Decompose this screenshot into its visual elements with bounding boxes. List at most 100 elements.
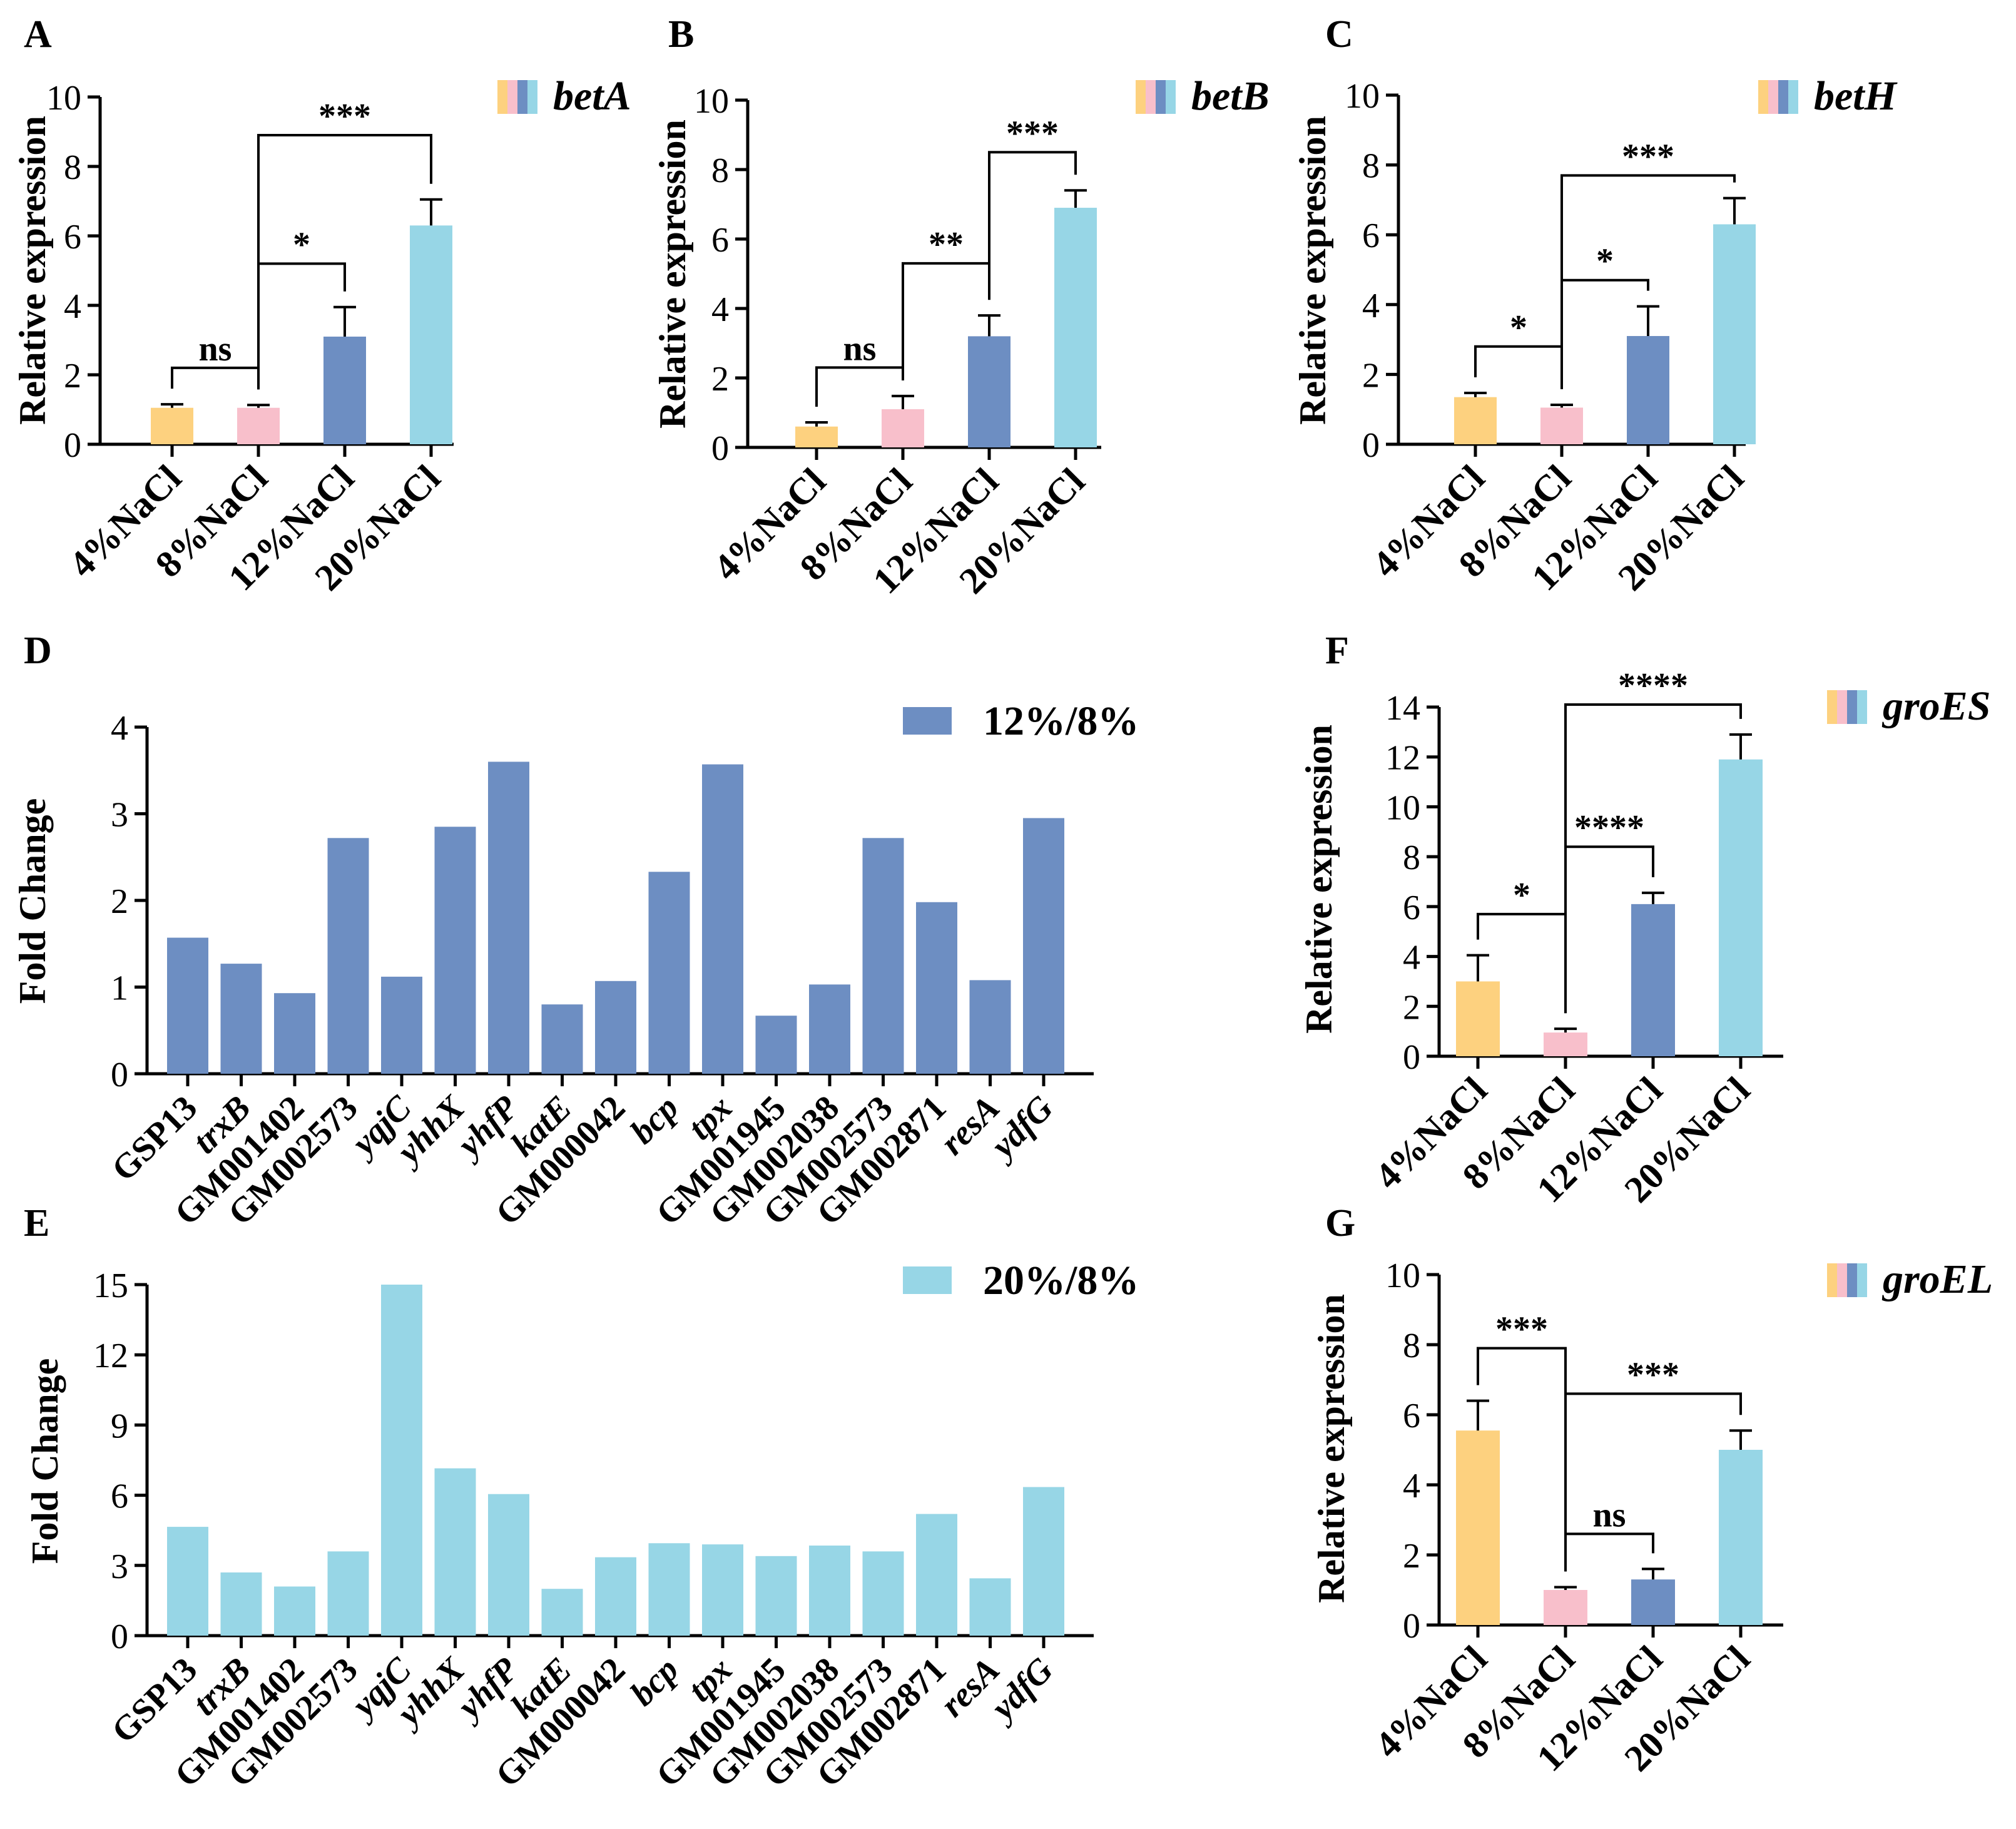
legend-swatch bbox=[517, 80, 527, 114]
y-tick-label: 0 bbox=[1362, 426, 1380, 465]
panel-label: E bbox=[24, 1202, 49, 1245]
bar bbox=[1719, 759, 1763, 1056]
legend-swatch bbox=[1136, 80, 1146, 114]
legend: betA bbox=[497, 73, 631, 119]
significance-label: *** bbox=[1495, 1310, 1548, 1349]
y-tick-label: 6 bbox=[111, 1477, 128, 1516]
y-tick-label: 0 bbox=[64, 426, 81, 465]
y-axis-label: Fold Change bbox=[12, 798, 53, 1004]
significance-label: *** bbox=[318, 97, 371, 136]
bar bbox=[809, 1546, 850, 1636]
bar bbox=[969, 1578, 1011, 1636]
significance-bracket bbox=[1564, 1532, 1654, 1572]
bar bbox=[1023, 1487, 1064, 1636]
y-tick-label: 6 bbox=[64, 218, 81, 257]
y-tick-label: 8 bbox=[1403, 838, 1420, 877]
y-tick-label: 2 bbox=[1403, 988, 1420, 1027]
y-tick-label: 8 bbox=[1362, 147, 1380, 186]
significance-bracket bbox=[171, 366, 260, 390]
bar bbox=[1540, 407, 1583, 444]
bar bbox=[1713, 224, 1756, 444]
significance-label: * bbox=[1510, 308, 1527, 347]
bar bbox=[702, 764, 743, 1074]
y-tick-label: 10 bbox=[1385, 788, 1420, 827]
bar bbox=[755, 1556, 797, 1636]
y-tick-label: 10 bbox=[1345, 77, 1380, 116]
y-tick-label: 2 bbox=[1403, 1537, 1420, 1576]
significance-bracket bbox=[257, 134, 432, 390]
legend-swatch bbox=[1778, 80, 1788, 114]
bar bbox=[323, 336, 366, 444]
bar bbox=[434, 827, 476, 1074]
bar bbox=[220, 1572, 262, 1636]
bar bbox=[1456, 1430, 1500, 1625]
bar bbox=[1631, 904, 1675, 1056]
y-tick-label: 4 bbox=[1362, 287, 1380, 325]
bar bbox=[755, 1016, 797, 1074]
y-tick-label: 6 bbox=[1362, 217, 1380, 255]
y-axis-label: Relative expression bbox=[1298, 725, 1340, 1034]
significance-label: *** bbox=[1627, 1355, 1679, 1394]
significance-label: * bbox=[293, 225, 310, 264]
bar bbox=[916, 902, 957, 1074]
y-tick-label: 2 bbox=[1362, 356, 1380, 395]
significance-label: *** bbox=[1006, 114, 1059, 153]
bar bbox=[862, 1551, 904, 1636]
legend-swatch bbox=[1768, 80, 1778, 114]
significance-bracket bbox=[988, 151, 1077, 300]
significance-bracket bbox=[815, 366, 904, 407]
y-axis-label: Relative expression bbox=[12, 116, 53, 425]
bar bbox=[381, 976, 422, 1074]
bar bbox=[916, 1514, 957, 1636]
bar bbox=[1456, 981, 1500, 1056]
panel-label: A bbox=[24, 13, 52, 56]
legend-swatch bbox=[903, 1266, 952, 1294]
panel-label: G bbox=[1325, 1202, 1355, 1245]
legend: groEL bbox=[1827, 1256, 1993, 1302]
significance-label: **** bbox=[1574, 808, 1644, 847]
y-tick-label: 9 bbox=[111, 1407, 128, 1445]
y-tick-label: 1 bbox=[111, 969, 128, 1008]
legend-label: betB bbox=[1191, 73, 1270, 119]
y-tick-label: 8 bbox=[1403, 1327, 1420, 1365]
bar bbox=[1454, 397, 1497, 444]
bar bbox=[541, 1589, 583, 1636]
y-tick-label: 4 bbox=[1403, 939, 1420, 977]
legend-swatch bbox=[1837, 690, 1847, 724]
legend-swatch bbox=[1857, 690, 1867, 724]
legend: betH bbox=[1758, 73, 1898, 119]
bar bbox=[274, 1586, 315, 1636]
x-tick-label: bcp bbox=[623, 1088, 686, 1151]
panel-label: D bbox=[24, 629, 52, 672]
bar bbox=[702, 1544, 743, 1636]
x-tick-label: ydfG bbox=[981, 1088, 1061, 1168]
legend-swatch bbox=[1156, 80, 1166, 114]
legend: 12%/8% bbox=[903, 698, 1139, 744]
y-tick-label: 6 bbox=[711, 221, 729, 260]
bar bbox=[1544, 1590, 1587, 1625]
bar bbox=[968, 336, 1011, 447]
legend-swatch bbox=[1827, 1263, 1837, 1297]
y-tick-label: 4 bbox=[111, 709, 128, 748]
y-tick-label: 4 bbox=[64, 287, 81, 326]
bar bbox=[410, 225, 452, 444]
y-axis-label: Relative expression bbox=[652, 120, 693, 429]
legend-swatch bbox=[1837, 1263, 1847, 1297]
significance-bracket bbox=[1564, 703, 1742, 1014]
legend-swatch bbox=[527, 80, 537, 114]
significance-label: ** bbox=[929, 225, 964, 264]
significance-bracket bbox=[1560, 174, 1736, 389]
panel-label: C bbox=[1325, 13, 1353, 56]
y-tick-label: 12 bbox=[93, 1337, 128, 1375]
y-tick-label: 15 bbox=[93, 1266, 128, 1305]
legend: groES bbox=[1827, 683, 1990, 729]
legend-swatch bbox=[1146, 80, 1156, 114]
legend-label: groEL bbox=[1881, 1256, 1993, 1302]
y-tick-label: 10 bbox=[694, 82, 729, 121]
bar bbox=[1719, 1450, 1763, 1625]
